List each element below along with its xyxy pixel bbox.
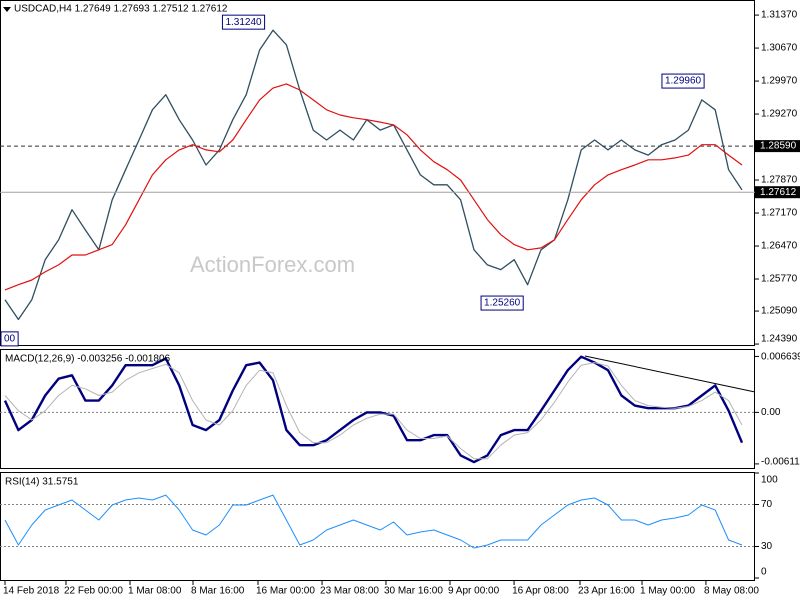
y-tick-label: 1.25090 — [761, 306, 798, 317]
y-tick-label: 0.006639 — [761, 352, 800, 363]
annotation-label: 1.29960 — [665, 76, 702, 87]
y-tick-label: 1.24390 — [761, 334, 798, 345]
annotation-box — [480, 295, 524, 311]
series-line — [4, 494, 743, 549]
level-box — [755, 140, 800, 153]
y-tick-label: -0.006114 — [761, 457, 800, 468]
price-panel — [0, 0, 755, 346]
x-tick-label: 22 Feb 00:00 — [64, 586, 123, 597]
macd-panel — [0, 349, 755, 469]
x-tick-label: 8 Mar 16:00 — [191, 586, 245, 597]
x-tick-label: 9 Apr 00:00 — [448, 586, 500, 597]
y-tick-label: 0 — [761, 567, 767, 578]
x-tick-label: 30 Mar 16:00 — [384, 586, 443, 597]
y-tick-label: 1.29270 — [761, 109, 798, 120]
last-price-label: 1.27612 — [760, 187, 797, 198]
annotation-box — [221, 14, 266, 30]
x-tick-label: 1 May 00:00 — [640, 586, 695, 597]
x-tick-label: 8 May 08:00 — [704, 586, 759, 597]
y-tick-label: 0.00 — [761, 407, 781, 418]
series-line — [4, 29, 743, 321]
y-tick-label: 1.30670 — [761, 43, 798, 54]
watermark: ActionForex.com — [190, 252, 355, 277]
level-label: 1.28590 — [760, 141, 797, 152]
last-price-box — [755, 186, 800, 199]
annotation-label: 1.31240 — [225, 17, 262, 28]
y-tick-label: 1.27870 — [761, 175, 798, 186]
annotation-label: 1.25260 — [484, 298, 521, 309]
annotation-label: 00 — [4, 334, 16, 345]
rsi-panel — [0, 472, 755, 581]
y-tick-label: 1.27170 — [761, 208, 798, 219]
annotation-box — [0, 331, 19, 347]
x-tick-label: 23 Apr 16:00 — [578, 586, 635, 597]
x-tick-label: 16 Apr 08:00 — [512, 586, 569, 597]
x-tick-label: 1 Mar 08:00 — [128, 586, 182, 597]
y-tick-label: 70 — [761, 499, 773, 510]
x-tick-label: 16 Mar 00:00 — [256, 586, 315, 597]
y-tick-label: 1.31370 — [761, 10, 798, 21]
series-line — [3, 355, 744, 464]
series-line — [4, 362, 743, 460]
panel-title: USDCAD,H4 1.27649 1.27693 1.27512 1.2761… — [14, 4, 228, 15]
y-tick-label: 30 — [761, 541, 773, 552]
panel-title: MACD(12,26,9) -0.003256 -0.001806 — [5, 354, 171, 365]
annotation-box — [661, 73, 705, 89]
x-tick-label: 23 Mar 08:00 — [320, 586, 379, 597]
menu-icon — [3, 7, 11, 12]
y-tick-label: 1.29970 — [761, 76, 798, 87]
y-tick-label: 1.26470 — [761, 241, 798, 252]
y-tick-label: 100 — [761, 475, 778, 486]
panel-title: RSI(14) 31.5751 — [5, 477, 79, 488]
y-tick-label: 1.25770 — [761, 274, 798, 285]
series-line — [4, 83, 743, 291]
x-tick-label: 14 Feb 2018 — [3, 586, 60, 597]
trend-line — [584, 355, 756, 393]
